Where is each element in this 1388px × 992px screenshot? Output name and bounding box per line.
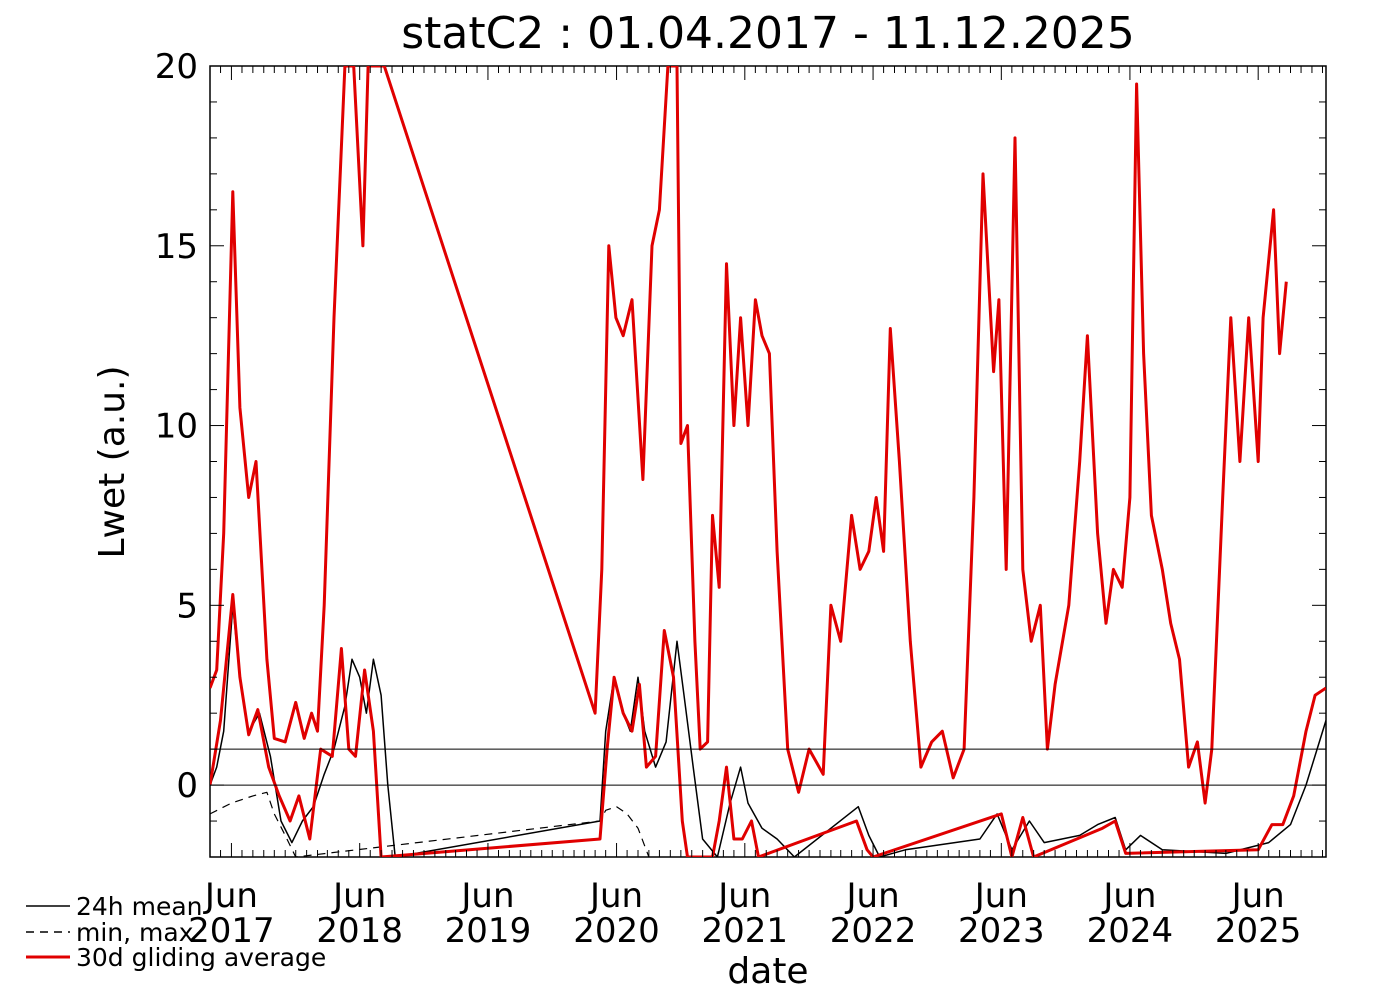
x-tick-label-month: Jun — [973, 876, 1028, 916]
x-tick-label-month: Jun — [716, 876, 771, 916]
x-tick-label-year: 2023 — [958, 911, 1045, 951]
chart-title: statC2 : 01.04.2017 - 11.12.2025 — [401, 8, 1135, 59]
reference-lines — [210, 748, 1326, 786]
x-tick-label-year: 2024 — [1087, 911, 1174, 951]
x-tick-label-month: Jun — [203, 876, 258, 916]
series-line-min-max — [210, 791, 650, 857]
data-layer — [210, 66, 1326, 857]
legend-label-24h-mean: 24h mean — [76, 892, 203, 921]
series-line-30d-gliding-average-24h-mean — [210, 593, 1326, 857]
legend-label-min-max: min, max — [76, 918, 194, 947]
y-tick-label: 15 — [155, 227, 198, 267]
legend-label-30d-average: 30d gliding average — [76, 943, 326, 972]
x-tick-label-month: Jun — [588, 876, 643, 916]
x-tick-label-year: 2017 — [188, 911, 275, 951]
x-tick-label-month: Jun — [331, 876, 386, 916]
x-tick-label-year: 2019 — [445, 911, 532, 951]
y-tick-label: 0 — [176, 766, 198, 806]
legend: 24h mean min, max 30d gliding average — [26, 892, 326, 972]
y-tick-label: 10 — [155, 407, 198, 447]
y-tick-label: 20 — [155, 47, 198, 87]
series-line-30d-gliding-average — [210, 66, 1288, 805]
x-tick-label-year: 2020 — [573, 911, 660, 951]
x-axis-label: date — [727, 951, 808, 992]
x-tick-label-month: Jun — [1230, 876, 1285, 916]
x-tick-label-year: 2022 — [830, 911, 917, 951]
y-axis-label: Lwet (a.u.) — [92, 365, 133, 558]
y-axis-ticks: 0 5 10 15 20 — [155, 47, 1326, 858]
x-tick-label-year: 2021 — [702, 911, 789, 951]
y-tick-label: 5 — [176, 586, 198, 626]
plot-frame — [209, 65, 1327, 858]
x-tick-label-month: Jun — [1101, 876, 1156, 916]
x-tick-label-year: 2018 — [316, 911, 403, 951]
x-tick-label-year: 2025 — [1215, 911, 1302, 951]
x-tick-label-month: Jun — [459, 876, 514, 916]
x-axis-ticks: Jun2017Jun2018Jun2019Jun2020Jun2021Jun20… — [188, 66, 1323, 951]
x-tick-label-month: Jun — [845, 876, 900, 916]
